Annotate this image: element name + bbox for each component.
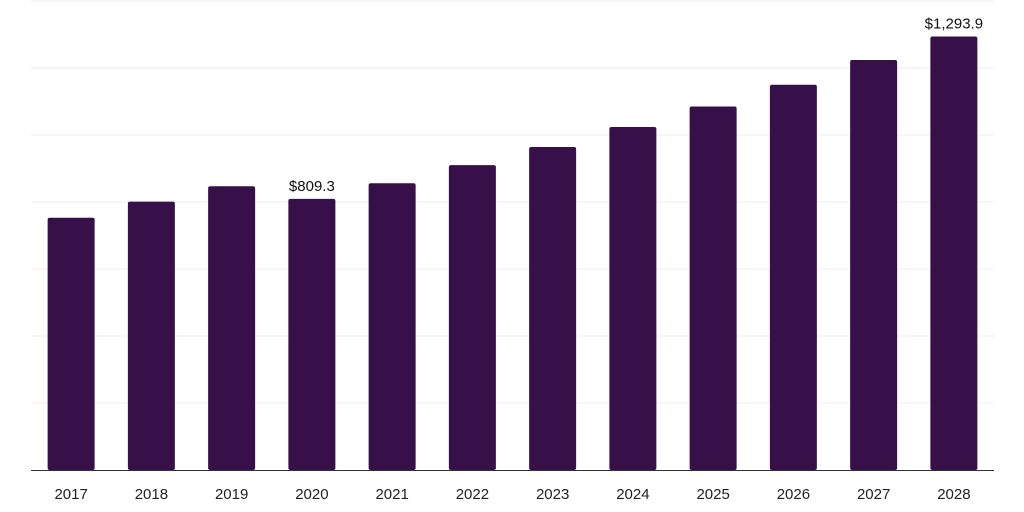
x-tick-label: 2026 bbox=[777, 486, 810, 503]
x-tick-label: 2022 bbox=[456, 486, 489, 503]
bar-2022 bbox=[448, 165, 496, 470]
bar-2020 bbox=[288, 198, 336, 470]
data-label-2028: $1,293.9 bbox=[925, 16, 983, 33]
bar-2021 bbox=[368, 183, 416, 471]
bar-2024 bbox=[609, 126, 657, 471]
data-labels: $809.3 $1,293.9 bbox=[289, 16, 983, 195]
x-tick-label: 2021 bbox=[375, 486, 408, 503]
bar-2028 bbox=[930, 36, 978, 471]
gridlines bbox=[31, 0, 994, 404]
x-tick-label: 2020 bbox=[295, 486, 328, 503]
x-tick-label: 2027 bbox=[857, 486, 890, 503]
bar-2019 bbox=[208, 186, 256, 470]
bar-2017 bbox=[47, 217, 95, 470]
bar-2023 bbox=[529, 147, 577, 470]
x-tick-label: 2025 bbox=[696, 486, 729, 503]
bar-2027 bbox=[850, 59, 898, 471]
x-tick-labels: 2017 2018 2019 2020 2021 2022 2023 2024 2025 2026… bbox=[54, 486, 970, 503]
bar-2026 bbox=[769, 84, 817, 470]
bar-2025 bbox=[689, 106, 737, 471]
x-tick-label: 2028 bbox=[937, 486, 970, 503]
x-tick-label: 2023 bbox=[536, 486, 569, 503]
x-tick-label: 2019 bbox=[215, 486, 248, 503]
bar-2018 bbox=[127, 201, 175, 471]
x-tick-label: 2017 bbox=[54, 486, 87, 503]
data-label-2020: $809.3 bbox=[289, 178, 335, 195]
x-tick-label: 2024 bbox=[616, 486, 649, 503]
bars bbox=[47, 36, 978, 471]
x-tick-label: 2018 bbox=[135, 486, 168, 503]
